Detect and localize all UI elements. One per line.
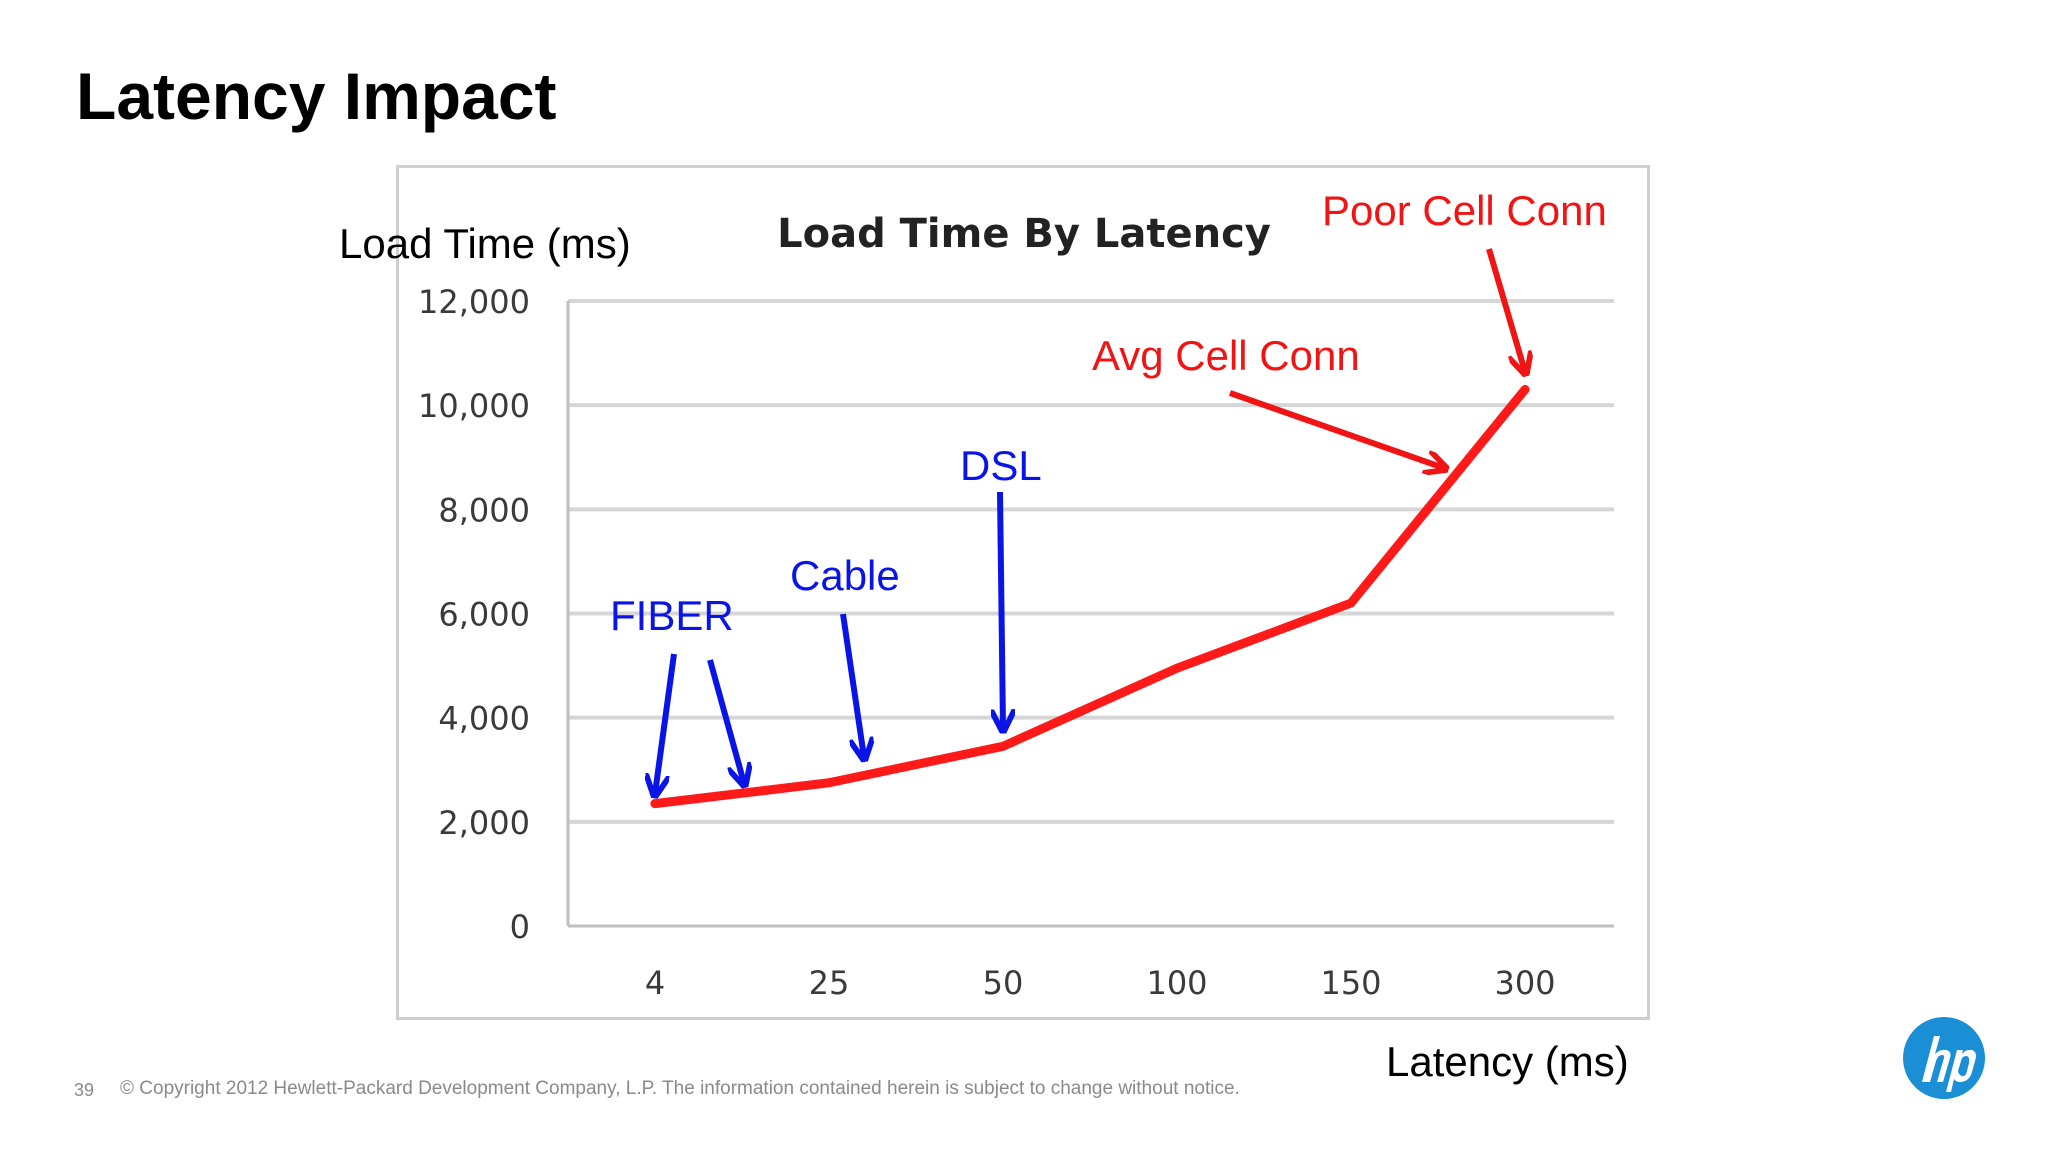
annotations [655, 248, 1525, 794]
series-layer [650, 385, 1530, 809]
x-tick-label: 4 [645, 964, 665, 1002]
y-tick-label: 4,000 [438, 700, 530, 738]
page-number: 39 [74, 1080, 95, 1100]
hp-logo-icon [1903, 1017, 1985, 1099]
y-tick-label: 12,000 [418, 283, 530, 321]
series-line [650, 385, 1530, 809]
chart-title: Load Time By Latency [777, 211, 1271, 257]
x-axis-label: Latency (ms) [1386, 1038, 1629, 1085]
annotation-label: Cable [790, 552, 900, 599]
slide-title: Latency Impact [76, 59, 557, 133]
data-point [650, 799, 660, 809]
axes [566, 301, 1614, 928]
y-tick-label: 2,000 [438, 804, 530, 842]
hp-logo-h [1922, 1036, 1951, 1082]
data-point [1172, 663, 1182, 673]
y-tick-label: 0 [510, 908, 530, 946]
annotation-arrow [707, 659, 744, 783]
chart-text: 0 2,000 4,000 6,000 8,000 10,000 12,000 4 25 50 10… [339, 187, 1629, 1085]
annotation-arrow [1000, 491, 1003, 729]
data-point [824, 778, 834, 788]
grid-lines [568, 299, 1614, 824]
y-tick-label: 6,000 [438, 596, 530, 634]
annotation-label: FIBER [610, 592, 734, 639]
x-tick-label: 300 [1494, 964, 1555, 1002]
annotation-label: Avg Cell Conn [1092, 332, 1360, 379]
annotation-arrow [655, 653, 677, 794]
data-point [998, 741, 1008, 751]
x-tick-label: 25 [809, 964, 850, 1002]
copyright-notice: © Copyright 2012 Hewlett-Packard Develop… [120, 1078, 1240, 1099]
hp-logo-p [1946, 1049, 1976, 1092]
x-tick-label: 50 [983, 964, 1024, 1002]
annotation-arrow [1486, 248, 1525, 372]
annotation-arrow [840, 613, 864, 757]
chart-frame [396, 165, 1650, 1020]
annotation-arrow [1229, 390, 1444, 468]
y-tick-label: 10,000 [418, 387, 530, 425]
data-point [1346, 598, 1356, 608]
annotation-label: Poor Cell Conn [1322, 187, 1607, 234]
x-tick-label: 150 [1320, 964, 1381, 1002]
y-axis-label: Load Time (ms) [339, 220, 631, 267]
y-tick-label: 8,000 [438, 491, 530, 529]
annotation-label: DSL [960, 442, 1042, 489]
x-tick-label: 100 [1146, 964, 1207, 1002]
data-point [1520, 385, 1530, 395]
